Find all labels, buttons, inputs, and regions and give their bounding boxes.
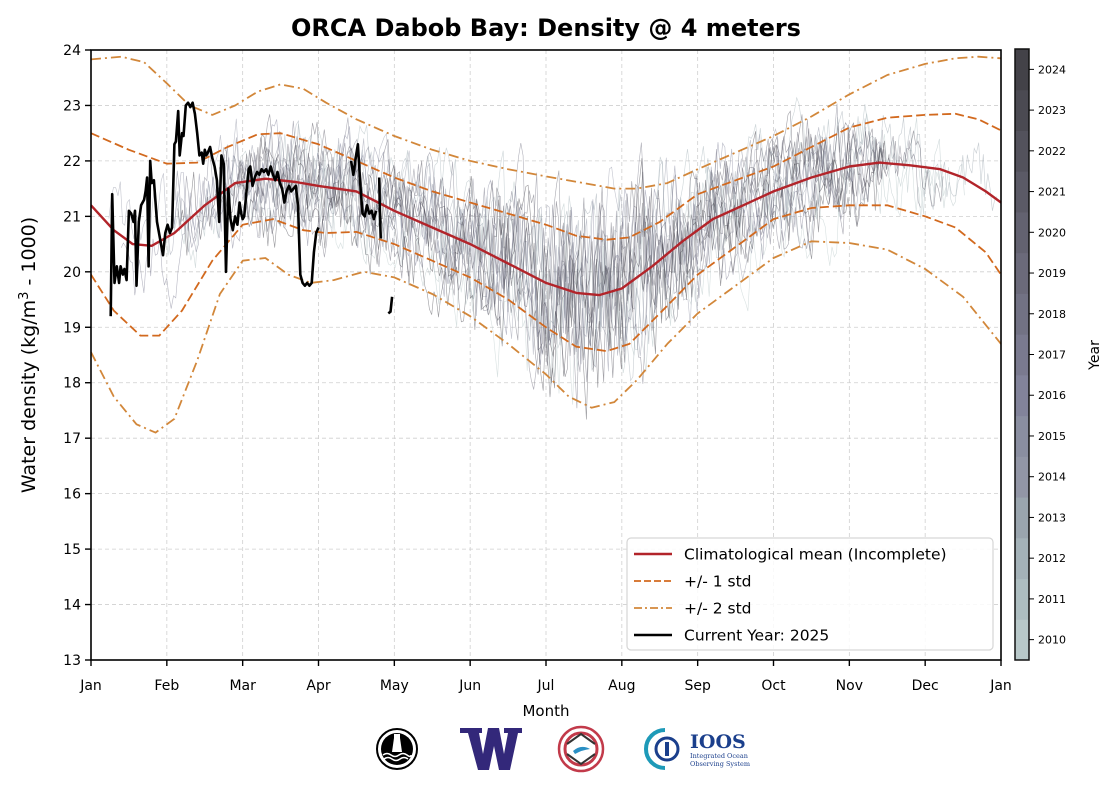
x-tick-label: Feb <box>154 678 179 694</box>
legend-label: Current Year: 2025 <box>684 627 829 645</box>
y-tick-label: 16 <box>63 487 81 503</box>
y-tick-label: 20 <box>63 265 81 281</box>
y-axis: 13 14 15 16 17 18 19 20 21 22 23 24 <box>63 43 91 669</box>
colorbar-segment-2015 <box>1015 415 1029 457</box>
series--2-std-lower <box>90 240 1002 434</box>
colorbar-segment-2022 <box>1015 130 1029 172</box>
y-tick-label: 15 <box>63 542 81 558</box>
legend-box <box>626 537 994 651</box>
university-of-washington-logo <box>460 728 522 770</box>
colorbar-tick-label: 2016 <box>1038 389 1066 402</box>
colorbar-tick-label: 2023 <box>1038 104 1066 117</box>
colorbar-tick-label: 2012 <box>1038 552 1066 565</box>
colorbar-tick-label: 2022 <box>1038 145 1066 158</box>
x-tick-label: Aug <box>608 678 635 694</box>
legend-label: +/- 2 std <box>684 600 752 618</box>
x-tick-label: Jan <box>79 678 102 694</box>
series-current-year-2025-seg-0 <box>109 101 320 317</box>
colorbar-tick-label: 2024 <box>1038 63 1066 76</box>
x-tick-label: Mar <box>229 678 256 694</box>
x-tick-label: Sep <box>684 678 711 694</box>
historical-trace-2022 <box>219 110 884 384</box>
colorbar-tick-label: 2020 <box>1038 226 1066 239</box>
y-axis-label: Water density (kg/m3 - 1000) <box>17 217 41 493</box>
x-tick-label: Dec <box>912 678 939 694</box>
x-tick-label: Jan <box>989 678 1012 694</box>
y-tick-label: 24 <box>63 43 81 59</box>
y-tick-label: 22 <box>63 154 81 170</box>
y-tick-label: 14 <box>63 598 81 614</box>
nanoos-buoy-logo <box>376 728 418 770</box>
colorbar-segment-2014 <box>1015 456 1029 498</box>
colorbar-tick-label: 2013 <box>1038 511 1066 524</box>
series--2-std-upper <box>90 55 1002 190</box>
colorbar-tick-label: 2021 <box>1038 186 1066 199</box>
colorbar-tick-label: 2014 <box>1038 471 1066 484</box>
series-current-year-2025-seg-2 <box>377 177 382 239</box>
series-climatological-mean-incomplete <box>90 161 1002 297</box>
x-tick-label: Nov <box>836 678 863 694</box>
colorbar-segment-2020 <box>1015 211 1029 254</box>
partner-logos: IOOS Integrated Ocean Observing System <box>376 725 750 773</box>
colorbar-tick-label: 2010 <box>1038 634 1066 647</box>
tribal-partner-logo <box>557 725 605 773</box>
legend: Climatological mean (Incomplete) +/- 1 st… <box>626 537 994 651</box>
chart-title: ORCA Dabob Bay: Density @ 4 meters <box>291 14 801 42</box>
y-tick-label: 21 <box>63 209 81 225</box>
colorbar-segment-2018 <box>1015 293 1029 335</box>
x-tick-label: Jul <box>537 678 555 694</box>
colorbar-segment-2024 <box>1015 49 1029 91</box>
y-tick-label: 18 <box>63 376 81 392</box>
x-axis: Jan Feb Mar Apr May Jun Jul Aug Sep Oct Nov Dec Jan <box>79 660 1012 694</box>
colorbar-tick-label: 2011 <box>1038 593 1066 606</box>
colorbar-segment-2017 <box>1015 334 1029 376</box>
y-tick-label: 19 <box>63 320 81 336</box>
x-tick-label: Oct <box>761 678 786 694</box>
y-tick-label: 17 <box>63 431 81 447</box>
ioos-logo-subtext-1: Integrated Ocean <box>690 752 748 760</box>
historical-trace-2017 <box>120 163 836 354</box>
colorbar-segment-2013 <box>1015 497 1029 539</box>
colorbar-segment-2019 <box>1015 252 1029 294</box>
historical-trace-2024 <box>177 122 886 370</box>
colorbar-tick-label: 2018 <box>1038 308 1066 321</box>
ioos-logo: IOOS Integrated Ocean Observing System <box>644 728 750 770</box>
colorbar-tick-label: 2017 <box>1038 349 1066 362</box>
year-colorbar: 2010 2011 2012 2013 2014 2015 2016 2017 2018 2019… <box>1014 48 1103 661</box>
colorbar-tick-label: 2015 <box>1038 430 1066 443</box>
x-tick-label: Apr <box>306 678 330 694</box>
colorbar-segment-2011 <box>1015 578 1029 620</box>
ioos-logo-subtext-2: Observing System <box>690 760 750 768</box>
colorbar-segment-2012 <box>1015 537 1029 580</box>
series-current-year-2025-seg-3 <box>387 296 394 315</box>
series-current-year-2025-seg-1 <box>349 143 378 221</box>
series-lines <box>90 55 1002 434</box>
legend-label: Climatological mean (Incomplete) <box>684 546 947 564</box>
colorbar-tick-label: 2019 <box>1038 267 1066 280</box>
colorbar-segment-2023 <box>1015 89 1029 131</box>
colorbar-segment-2021 <box>1015 171 1029 213</box>
series--1-std-upper <box>90 112 1002 241</box>
colorbar-label: Year <box>1087 340 1103 371</box>
historical-trace-2019 <box>233 136 921 409</box>
colorbar-segment-2010 <box>1015 619 1029 661</box>
colorbar-segment-2016 <box>1015 374 1029 417</box>
x-tick-label: May <box>380 678 409 694</box>
historical-year-traces <box>108 96 998 420</box>
x-axis-label: Month <box>522 702 569 720</box>
ioos-logo-text: IOOS <box>690 731 746 753</box>
y-tick-label: 13 <box>63 653 81 669</box>
y-tick-label: 23 <box>63 98 81 114</box>
legend-label: +/- 1 std <box>684 573 752 591</box>
x-tick-label: Jun <box>458 678 481 694</box>
